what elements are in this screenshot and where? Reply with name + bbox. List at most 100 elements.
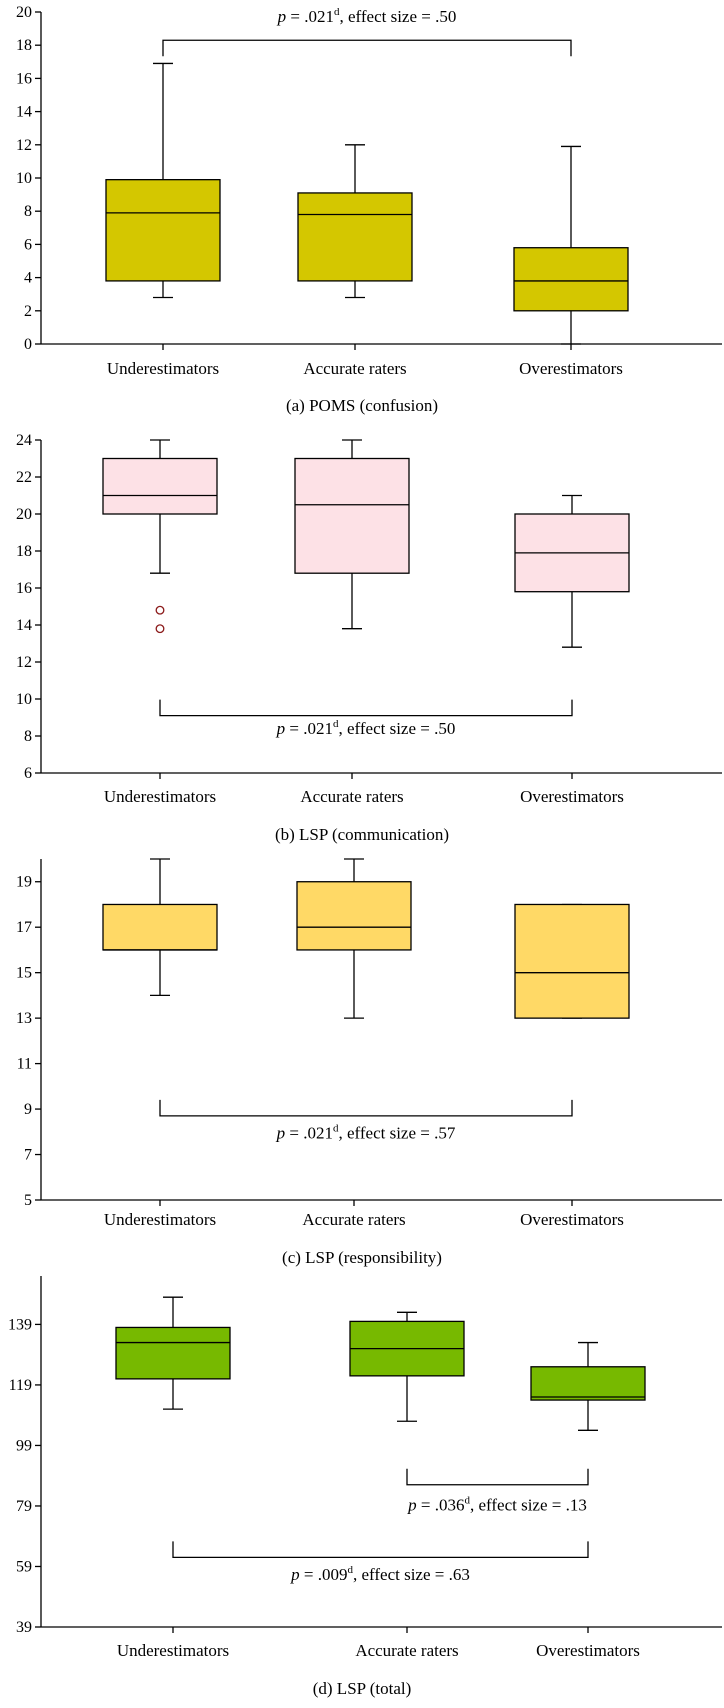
panel-caption: (d) LSP (total) bbox=[313, 1679, 412, 1698]
x-category-label: Accurate raters bbox=[303, 359, 406, 378]
box-plot-accurate-raters bbox=[294, 439, 410, 630]
iqr-box bbox=[530, 1366, 646, 1401]
significance-annotation: p = .021d, effect size = .50 bbox=[277, 6, 457, 26]
p-superscript: d bbox=[347, 1564, 353, 1576]
p-value: = .036 bbox=[417, 1496, 465, 1515]
p-symbol: p bbox=[276, 1124, 286, 1143]
box-plot-underestimators bbox=[115, 1296, 231, 1410]
y-tick-label: 11 bbox=[17, 1056, 32, 1073]
y-tick-label: 8 bbox=[24, 728, 32, 745]
significance-bracket bbox=[159, 1099, 573, 1117]
box-plot-accurate-raters bbox=[297, 144, 413, 299]
y-tick-label: 15 bbox=[16, 965, 32, 982]
significance-annotation: p = .036d, effect size = .13 bbox=[407, 1495, 587, 1515]
x-category-label: Underestimators bbox=[107, 359, 219, 378]
y-tick-label: 2 bbox=[24, 303, 32, 320]
significance-bracket bbox=[172, 1541, 589, 1559]
effect-size-text: , effect size = .50 bbox=[339, 7, 456, 26]
x-category-label: Accurate raters bbox=[300, 787, 403, 806]
effect-size-text: , effect size = .13 bbox=[470, 1496, 587, 1515]
x-category-label: Overestimators bbox=[520, 787, 624, 806]
y-tick-label: 17 bbox=[16, 919, 32, 936]
x-category-label: Accurate raters bbox=[302, 1210, 405, 1229]
y-tick-label: 39 bbox=[16, 1619, 32, 1636]
effect-size-text: , effect size = .63 bbox=[353, 1565, 470, 1584]
box-plot-accurate-raters bbox=[349, 1311, 465, 1422]
y-tick-label: 4 bbox=[24, 270, 32, 287]
p-superscript: d bbox=[464, 1495, 470, 1507]
significance-annotation: p = .021d, effect size = .57 bbox=[276, 1123, 456, 1143]
x-category-label: Accurate raters bbox=[355, 1641, 458, 1660]
y-tick-label: 12 bbox=[16, 654, 32, 671]
x-category-label: Overestimators bbox=[520, 1210, 624, 1229]
p-value: = .021 bbox=[285, 719, 333, 738]
y-tick-label: 22 bbox=[16, 469, 32, 486]
p-symbol: p bbox=[276, 719, 286, 738]
significance-bracket bbox=[159, 699, 573, 717]
significance-annotation: p = .021d, effect size = .50 bbox=[276, 718, 456, 738]
iqr-box bbox=[105, 179, 221, 282]
panel-caption: (b) LSP (communication) bbox=[275, 825, 449, 844]
significance-bracket bbox=[406, 1468, 589, 1486]
y-tick-label: 20 bbox=[16, 4, 32, 21]
p-superscript: d bbox=[333, 1123, 339, 1135]
chart-panel-1: 0 2 4 6 8 10 12 14 16 18 20 Underestimators Accurate… bbox=[16, 4, 722, 415]
panel-caption: (a) POMS (confusion) bbox=[286, 396, 438, 415]
p-superscript: d bbox=[333, 718, 339, 730]
y-tick-label: 119 bbox=[9, 1377, 32, 1394]
chart-panel-4: 39 59 79 99 119 139 Underestimators Accurate ra… bbox=[8, 1276, 722, 1698]
y-tick-label: 10 bbox=[16, 691, 32, 708]
x-category-label: Overestimators bbox=[519, 359, 623, 378]
y-tick-label: 20 bbox=[16, 506, 32, 523]
outlier-point bbox=[155, 605, 165, 615]
iqr-box bbox=[102, 903, 218, 951]
y-tick-label: 6 bbox=[24, 236, 32, 253]
y-tick-label: 79 bbox=[16, 1498, 32, 1515]
x-category-label: Underestimators bbox=[104, 1210, 216, 1229]
y-tick-label: 59 bbox=[16, 1558, 32, 1575]
y-tick-label: 14 bbox=[16, 104, 32, 121]
y-tick-label: 19 bbox=[16, 874, 32, 891]
outlier-point bbox=[155, 624, 165, 634]
p-symbol: p bbox=[290, 1565, 300, 1584]
iqr-box bbox=[115, 1326, 231, 1380]
iqr-box bbox=[297, 192, 413, 282]
box-plot-underestimators bbox=[102, 858, 218, 997]
y-tick-label: 16 bbox=[16, 580, 32, 597]
panel-caption: (c) LSP (responsibility) bbox=[282, 1248, 442, 1267]
iqr-box bbox=[514, 903, 630, 1019]
iqr-box bbox=[296, 881, 412, 951]
y-tick-label: 5 bbox=[24, 1192, 32, 1209]
p-value: = .021 bbox=[286, 7, 334, 26]
p-value: = .021 bbox=[285, 1124, 333, 1143]
effect-size-text: , effect size = .57 bbox=[338, 1124, 455, 1143]
y-tick-label: 14 bbox=[16, 617, 32, 634]
y-tick-label: 13 bbox=[16, 1010, 32, 1027]
p-value: = .009 bbox=[300, 1565, 348, 1584]
iqr-box bbox=[294, 457, 410, 574]
y-tick-label: 18 bbox=[16, 37, 32, 54]
box-plot-underestimators bbox=[105, 62, 221, 299]
y-tick-label: 9 bbox=[24, 1101, 32, 1118]
y-tick-label: 18 bbox=[16, 543, 32, 560]
box-plot-underestimators bbox=[102, 439, 218, 634]
chart-panel-2: 6 8 10 12 14 16 18 20 22 24 Underestimators Accurat… bbox=[16, 432, 722, 844]
x-category-label: Overestimators bbox=[536, 1641, 640, 1660]
x-category-label: Underestimators bbox=[104, 787, 216, 806]
y-tick-label: 12 bbox=[16, 137, 32, 154]
y-tick-label: 24 bbox=[16, 432, 32, 449]
y-tick-label: 139 bbox=[8, 1316, 32, 1333]
y-tick-label: 16 bbox=[16, 70, 32, 87]
significance-bracket bbox=[162, 39, 572, 57]
y-tick-label: 99 bbox=[16, 1437, 32, 1454]
box-plot-overestimators bbox=[514, 903, 630, 1019]
y-tick-label: 0 bbox=[24, 336, 32, 353]
iqr-box bbox=[102, 457, 218, 515]
y-tick-label: 10 bbox=[16, 170, 32, 187]
box-plot-overestimators bbox=[530, 1341, 646, 1431]
iqr-box bbox=[513, 247, 629, 312]
box-plot-overestimators bbox=[513, 145, 629, 345]
y-tick-label: 7 bbox=[24, 1147, 32, 1164]
p-symbol: p bbox=[407, 1496, 417, 1515]
